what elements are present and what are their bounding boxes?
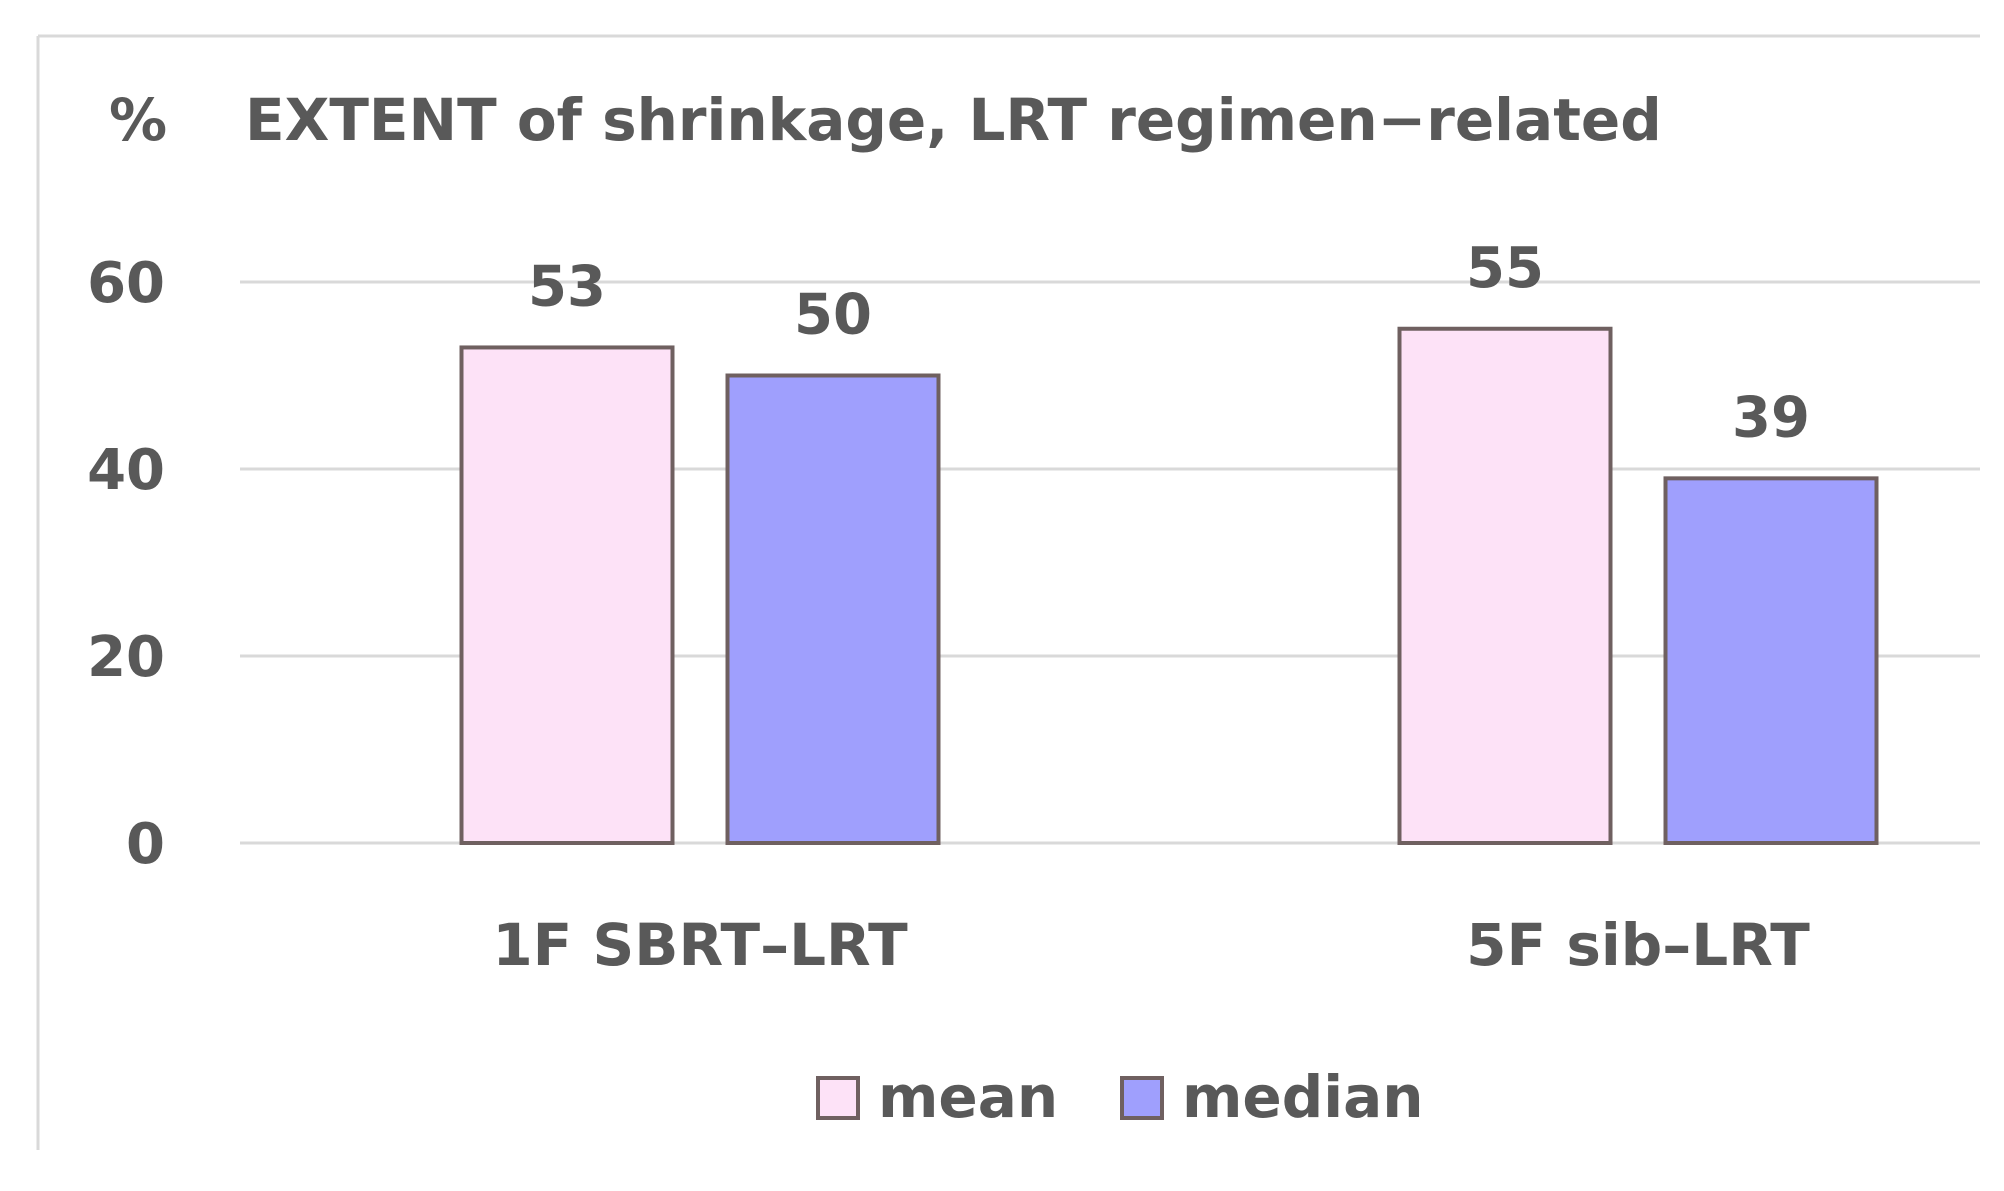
legend-swatch-median: [1120, 1076, 1164, 1120]
data-label-mean-1: 53: [528, 254, 606, 319]
x-tick-label: 5F sib–LRT: [1466, 911, 1810, 979]
y-axis-ticks: 0 20 40 60: [87, 251, 165, 877]
bar-mean-2: [1397, 326, 1613, 845]
bars: [459, 326, 1879, 845]
legend-label-mean: mean: [878, 1063, 1058, 1131]
x-axis-labels: 1F SBRT–LRT 5F sib–LRT: [492, 911, 1810, 979]
data-label-mean-2: 55: [1466, 236, 1544, 301]
data-labels: 53 50 55 39: [528, 236, 1810, 451]
legend: mean median: [816, 1063, 1424, 1131]
y-axis-unit-label: %: [109, 86, 167, 154]
data-label-median-1: 50: [794, 283, 872, 348]
bar-mean-1: [459, 345, 675, 845]
data-label-median-2: 39: [1732, 385, 1810, 450]
y-tick-label: 60: [87, 251, 165, 316]
bar-median-2: [1663, 476, 1879, 845]
chart-title: EXTENT of shrinkage, LRT regimen−related: [245, 86, 1662, 154]
y-tick-label: 20: [87, 625, 165, 690]
bar-median-1: [725, 373, 941, 845]
legend-label-median: median: [1182, 1063, 1424, 1131]
x-tick-label: 1F SBRT–LRT: [492, 911, 908, 979]
y-tick-label: 40: [87, 438, 165, 503]
y-tick-label: 0: [126, 812, 165, 877]
legend-swatch-mean: [816, 1076, 860, 1120]
